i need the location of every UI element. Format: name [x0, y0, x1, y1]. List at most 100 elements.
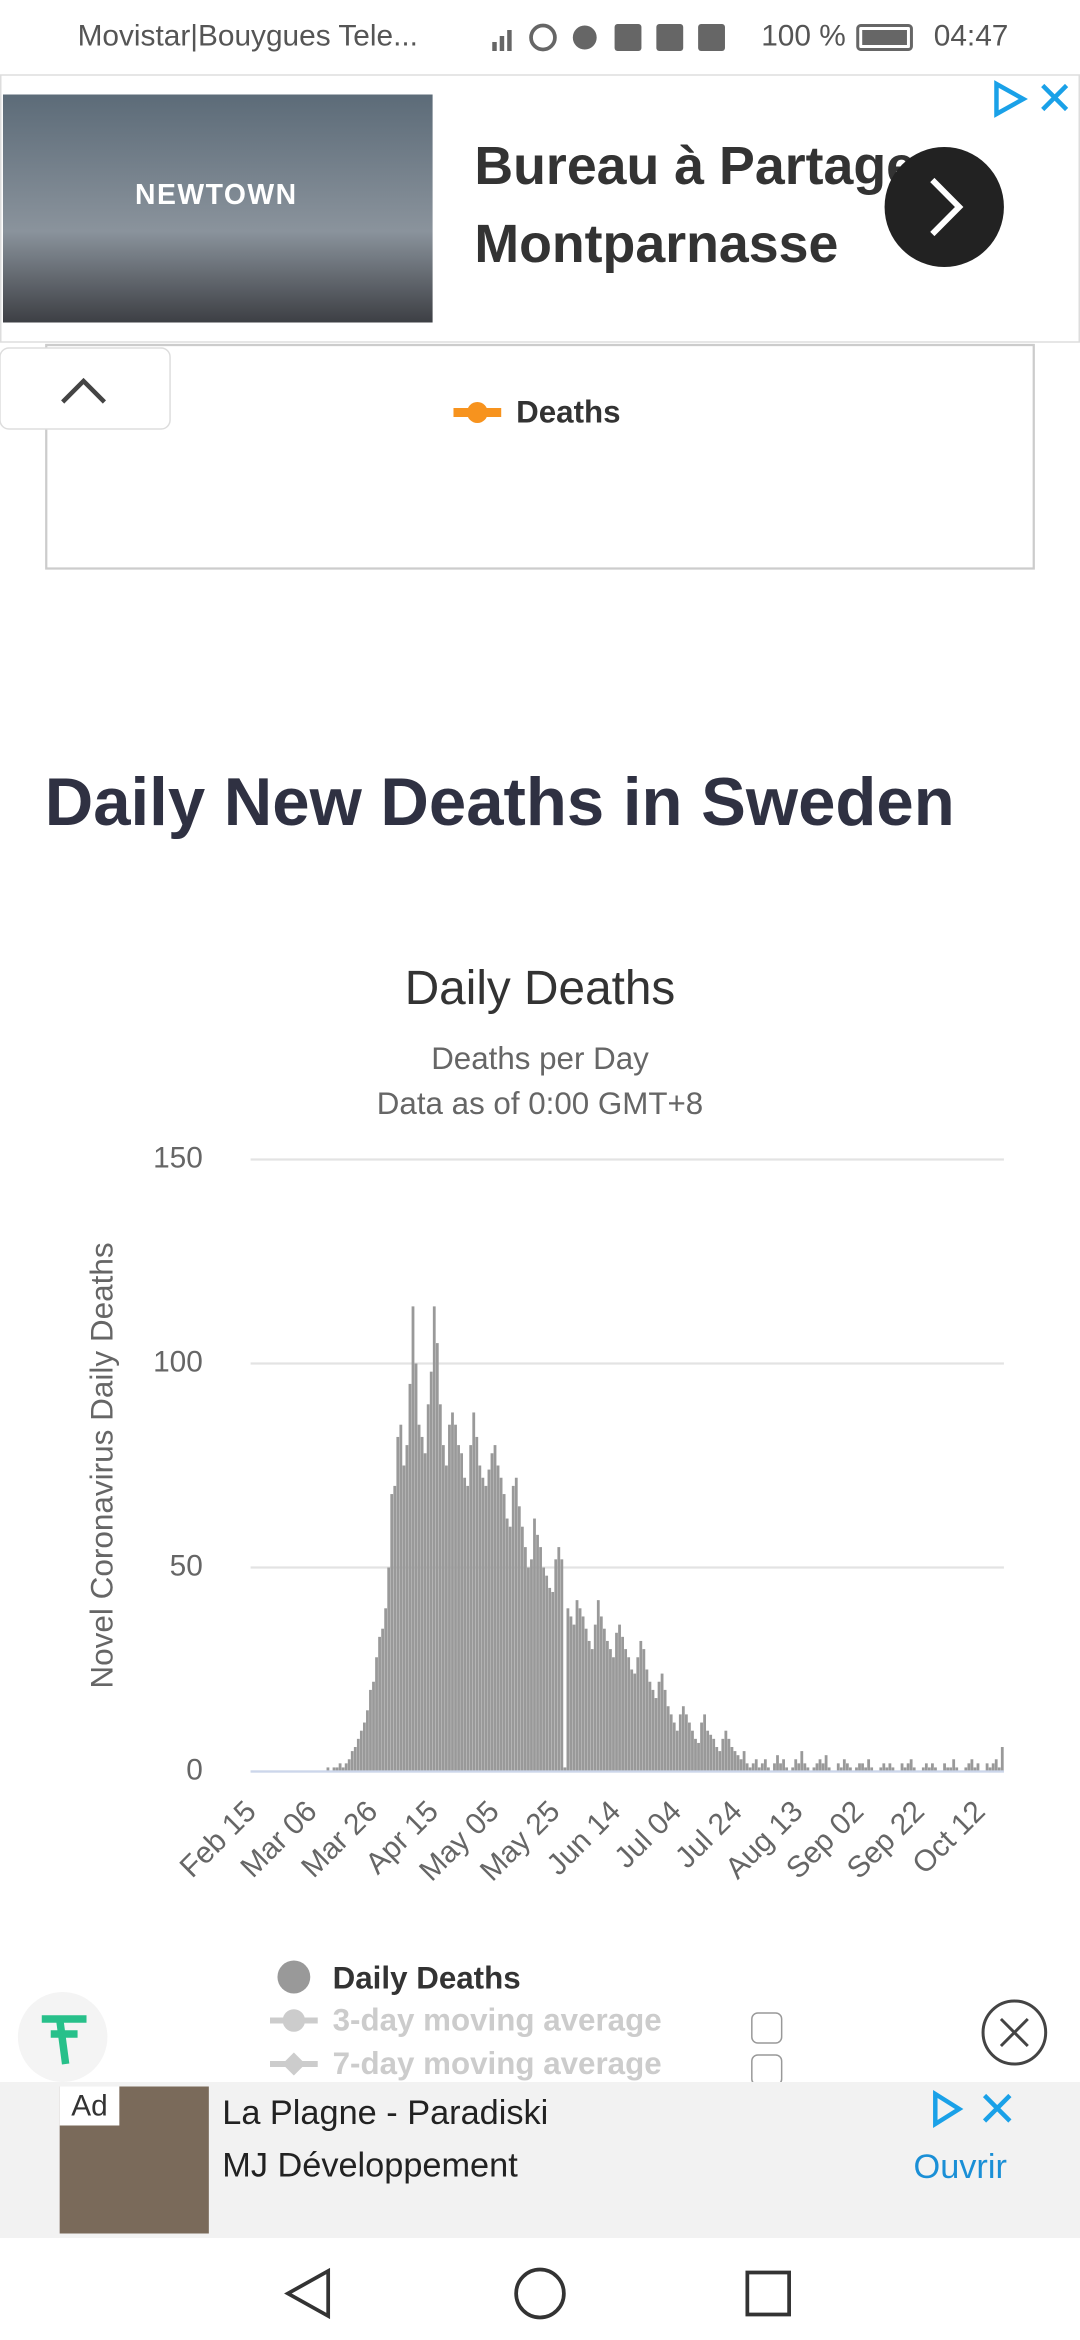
nav-back[interactable]	[284, 2267, 331, 2320]
bar	[794, 1759, 798, 1772]
bar	[615, 1632, 618, 1772]
bar	[408, 1383, 412, 1772]
bar	[760, 1763, 764, 1772]
bottom-ad-title: La Plagne - Paradiski	[222, 2094, 548, 2132]
bar	[612, 1657, 615, 1772]
bar	[429, 1371, 433, 1772]
bar	[818, 1759, 822, 1772]
bar	[994, 1759, 998, 1772]
bar	[949, 1767, 953, 1772]
legend-label[interactable]: Daily Deaths	[333, 1960, 521, 1995]
bar	[484, 1485, 488, 1772]
bar	[943, 1763, 946, 1772]
bar	[931, 1763, 934, 1772]
bar	[855, 1767, 858, 1772]
bar	[557, 1547, 561, 1772]
bar	[411, 1306, 415, 1772]
ad-close[interactable]	[982, 2093, 1012, 2123]
ad-choices[interactable]	[994, 80, 1028, 118]
legend-label[interactable]: 7-day moving average	[333, 2046, 662, 2081]
bar	[870, 1767, 874, 1772]
bar	[326, 1767, 330, 1772]
bar	[691, 1730, 694, 1772]
bar	[545, 1575, 549, 1772]
bar	[505, 1518, 509, 1772]
ad-choices[interactable]	[933, 2089, 964, 2129]
bar	[627, 1657, 631, 1772]
close-icon	[999, 2017, 1029, 2048]
bar	[800, 1751, 804, 1772]
bar	[460, 1453, 463, 1772]
bottom-ad-action[interactable]: Ouvrir	[914, 2148, 1007, 2186]
nav-recents[interactable]	[745, 2270, 791, 2317]
bar	[624, 1649, 628, 1772]
bar	[912, 1767, 916, 1772]
bar	[539, 1547, 542, 1772]
bar	[973, 1767, 977, 1772]
bar	[451, 1412, 454, 1772]
y-tick-label: 50	[170, 1549, 203, 1582]
collapse-tab[interactable]	[0, 347, 171, 430]
bar	[353, 1747, 357, 1772]
bar	[642, 1649, 646, 1772]
bar	[849, 1767, 852, 1772]
bar	[554, 1559, 558, 1772]
bar	[341, 1767, 345, 1772]
bar	[821, 1763, 825, 1772]
bar	[776, 1755, 779, 1772]
battery: 100 %	[761, 19, 846, 52]
ad-headline: Bureau à Partager	[474, 136, 937, 196]
bar	[533, 1518, 536, 1772]
bar	[335, 1767, 339, 1772]
bar	[712, 1738, 716, 1772]
bar	[551, 1591, 555, 1772]
bar	[508, 1526, 512, 1772]
checkbox[interactable]	[751, 2054, 783, 2086]
bar	[457, 1445, 460, 1772]
bar	[824, 1755, 828, 1772]
bar	[366, 1710, 369, 1772]
bar	[700, 1722, 703, 1772]
carrier: Movistar|Bouygues Tele...	[78, 19, 418, 52]
bar	[372, 1681, 375, 1772]
legend-swatch[interactable]	[277, 1960, 311, 1994]
bar	[420, 1436, 424, 1772]
ad-close[interactable]	[1041, 83, 1069, 112]
bar	[730, 1747, 734, 1772]
bar	[861, 1763, 864, 1772]
bar	[845, 1763, 849, 1772]
bar	[523, 1547, 527, 1772]
bar	[970, 1759, 974, 1772]
bar	[350, 1751, 354, 1772]
ad-badge: Ad	[71, 2089, 107, 2122]
bar	[390, 1494, 394, 1772]
y-tick-label: 150	[153, 1141, 203, 1174]
bar	[906, 1763, 910, 1772]
bar	[1000, 1747, 1004, 1772]
bar	[563, 1767, 567, 1772]
bar	[812, 1767, 816, 1772]
bar	[706, 1730, 710, 1772]
bar	[426, 1404, 430, 1772]
bar	[356, 1738, 360, 1772]
ad-next-button[interactable]	[884, 147, 1004, 267]
chart-subtitle: Data as of 0:00 GMT+8	[377, 1086, 703, 1121]
bar	[469, 1445, 473, 1772]
bar	[581, 1616, 585, 1772]
bar	[548, 1587, 552, 1772]
bar	[967, 1763, 971, 1772]
bar	[900, 1763, 904, 1772]
legend-label[interactable]: 3-day moving average	[333, 2002, 662, 2037]
bar	[663, 1689, 667, 1772]
bottom-ad-advertiser: MJ Développement	[222, 2147, 518, 2185]
bar	[927, 1767, 931, 1772]
bar	[681, 1706, 685, 1772]
checkbox[interactable]	[751, 2012, 783, 2044]
nav-home[interactable]	[514, 2267, 566, 2320]
section-heading: Daily New Deaths in Sweden	[45, 765, 955, 840]
bar	[703, 1714, 706, 1772]
bar	[924, 1763, 928, 1772]
bar	[858, 1763, 861, 1772]
